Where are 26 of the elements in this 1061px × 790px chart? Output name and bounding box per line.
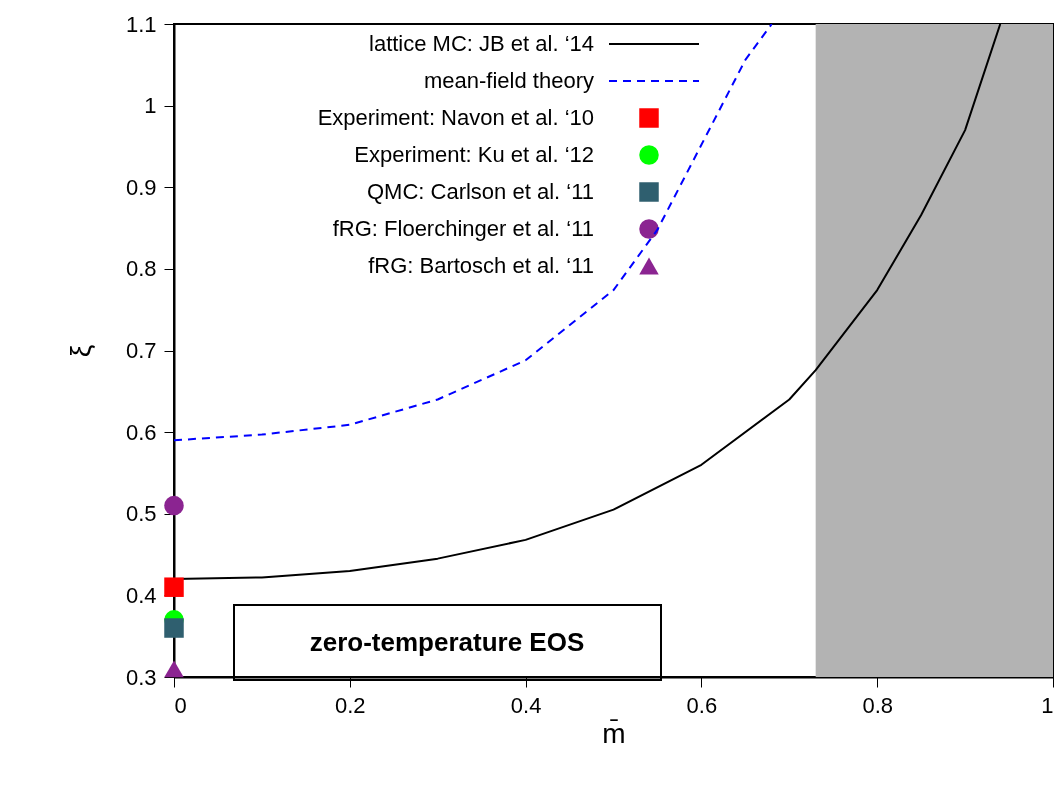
y-tick-label: 0.5 <box>125 501 157 527</box>
legend-label: fRG: Bartosch et al. ‘11 <box>368 253 594 278</box>
legend-label: lattice MC: JB et al. ‘14 <box>369 31 594 56</box>
legend-label: fRG: Floerchinger et al. ‘11 <box>332 216 594 241</box>
annotation: zero-temperature EOS <box>309 627 585 657</box>
x-tick-label: 0.4 <box>510 692 542 718</box>
y-tick-label: 1.1 <box>125 11 157 37</box>
x-tick-label: 0 <box>174 692 187 718</box>
legend-label: QMC: Carlson et al. ‘11 <box>366 179 594 204</box>
y-tick-label: 0.4 <box>125 582 157 608</box>
x-tick-label: 0.2 <box>335 692 366 718</box>
legend-label: Experiment: Ku et al. ‘12 <box>354 142 594 167</box>
y-tick-label: 0.8 <box>125 256 157 282</box>
y-tick-label: 0.3 <box>125 664 157 690</box>
x-tick-label: 0.8 <box>862 692 893 718</box>
line-series <box>174 24 773 442</box>
y-tick-label: 0.7 <box>125 338 157 363</box>
y-axis-title: ξ <box>64 344 96 358</box>
y-tick-label: 0.9 <box>125 174 157 200</box>
y-tick-label: 1 <box>144 93 157 119</box>
x-tick-label: 0.6 <box>686 692 718 718</box>
x-axis-title: m̄ <box>602 717 626 749</box>
x-tick-label: 1 <box>1041 692 1054 718</box>
legend-label: mean-field theory <box>424 68 594 93</box>
y-tick-label: 0.6 <box>125 419 157 445</box>
legend-label: Experiment: Navon et al. ‘10 <box>317 105 594 130</box>
